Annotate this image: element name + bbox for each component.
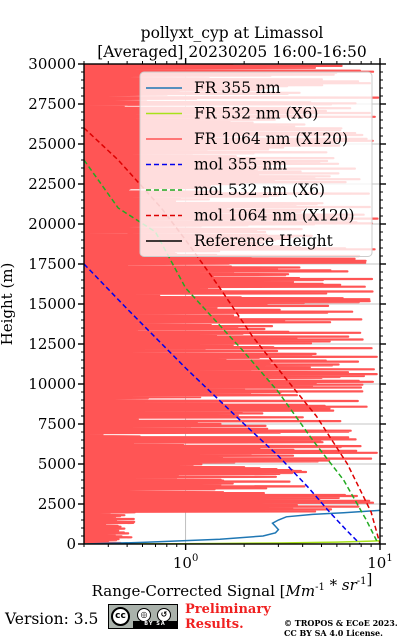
legend-label: mol 1064 nm (X120) [194,207,355,225]
x-tick-label: 100 [173,553,198,572]
y-tick-label: 22500 [28,175,76,193]
y-tick-label: 25000 [28,135,76,153]
series-line-mol-355 [84,263,361,544]
license-badge[interactable]: cc ◎ ↺ BY SA [108,604,178,629]
chart-title-line2: [Averaged] 20230205 16:00-16:50 [97,43,367,61]
preliminary-line1: Preliminary [185,602,271,617]
legend: FR 355 nm FR 532 nm (X6) FR 1064 nm (X120)… [139,71,373,257]
legend-label: mol 532 nm (X6) [194,181,325,199]
y-tick-label: 5000 [38,455,76,473]
y-tick-label: 10000 [28,375,76,393]
legend-label: mol 355 nm [194,156,287,174]
y-tick-label: 20000 [28,215,76,233]
legend-label: FR 1064 nm (X120) [194,130,348,148]
cc-icon: cc [111,607,130,626]
legend-label: Reference Height [194,232,334,250]
y-tick-label: 30000 [28,55,76,73]
by-label: BY [144,621,154,627]
legend-label: FR 355 nm [194,79,281,97]
y-tick-label: 17500 [28,255,76,273]
x-axis-label: Range-Corrected Signal [Mm-1 * sr-1] [92,570,373,600]
y-tick-label: 27500 [28,95,76,113]
series-line-fr-355 [84,509,380,544]
preliminary-line2: Results. [185,617,244,632]
sa-icon: ↺ [157,608,171,622]
sa-label: SA [156,621,166,627]
y-axis-label: Height (m) [0,263,16,346]
copyright-line1: © TROPOS & ECoE 2023. [284,618,398,628]
by-icon: ◎ [137,608,151,622]
legend-box [139,71,373,257]
x-tick-label: 101 [367,553,392,572]
chart: 0 2500 5000 7500 10000 12500 15000 17500 20000 22… [0,24,393,600]
series-line-mol-532 [84,159,379,544]
chart-title-line1: pollyxt_cyp at Limassol [141,24,324,42]
preliminary-notice: Preliminary Results. [185,602,271,632]
y-tick-label: 12500 [28,335,76,353]
y-tick-label: 15000 [28,295,76,313]
y-tick-label: 2500 [38,495,76,513]
legend-label: FR 532 nm (X6) [194,105,318,123]
copyright-notice: © TROPOS & ECoE 2023. CC BY SA 4.0 Licen… [284,618,398,638]
copyright-line2: CC BY SA 4.0 License. [284,628,383,638]
version-label: Version: 3.5 [5,610,99,628]
y-tick-label: 0 [66,535,76,553]
y-tick-label: 7500 [38,415,76,433]
